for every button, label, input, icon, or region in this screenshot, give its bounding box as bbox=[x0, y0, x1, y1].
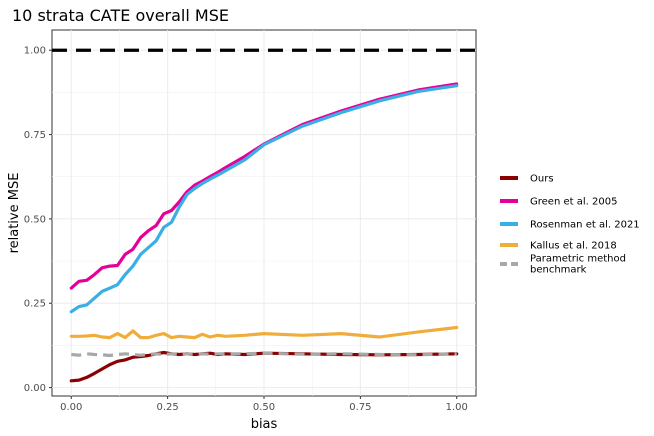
y-axis-label: relative MSE bbox=[7, 173, 22, 254]
y-tick-label: 1.00 bbox=[24, 46, 46, 57]
x-tick-label: 0.50 bbox=[253, 402, 275, 413]
x-tick-label: 0.25 bbox=[157, 402, 179, 413]
chart-title: 10 strata CATE overall MSE bbox=[12, 6, 229, 25]
ticks: 0.00 0.25 0.50 0.75 1.00 0.00 0.25 0.50 0.75 1.00 bbox=[24, 46, 468, 413]
legend: Ours Green et al. 2005 Rosenman et al. 202… bbox=[500, 174, 640, 276]
x-tick-label: 0.75 bbox=[349, 402, 371, 413]
x-tick-label: 0.00 bbox=[60, 402, 82, 413]
legend-label: Parametric method benchmark bbox=[530, 254, 626, 276]
series-line-parametric-method-benchmark bbox=[71, 351, 457, 358]
legend-label: Green et al. 2005 bbox=[530, 197, 617, 208]
series-line-rosenman-et-al-2021 bbox=[69, 84, 459, 314]
legend-label: Rosenman et al. 2021 bbox=[530, 220, 640, 231]
x-axis-label: bias bbox=[251, 417, 278, 432]
y-tick-label: 0.75 bbox=[24, 130, 46, 141]
series-group bbox=[52, 48, 476, 383]
y-tick-label: 0.50 bbox=[24, 214, 46, 225]
legend-label: Ours bbox=[530, 174, 554, 185]
legend-label: Kallus et al. 2018 bbox=[530, 241, 617, 252]
series-line-kallus-et-al-2018 bbox=[69, 325, 459, 340]
y-tick-label: 0.25 bbox=[24, 299, 46, 310]
y-tick-label: 0.00 bbox=[24, 383, 46, 394]
x-tick-label: 1.00 bbox=[446, 402, 468, 413]
